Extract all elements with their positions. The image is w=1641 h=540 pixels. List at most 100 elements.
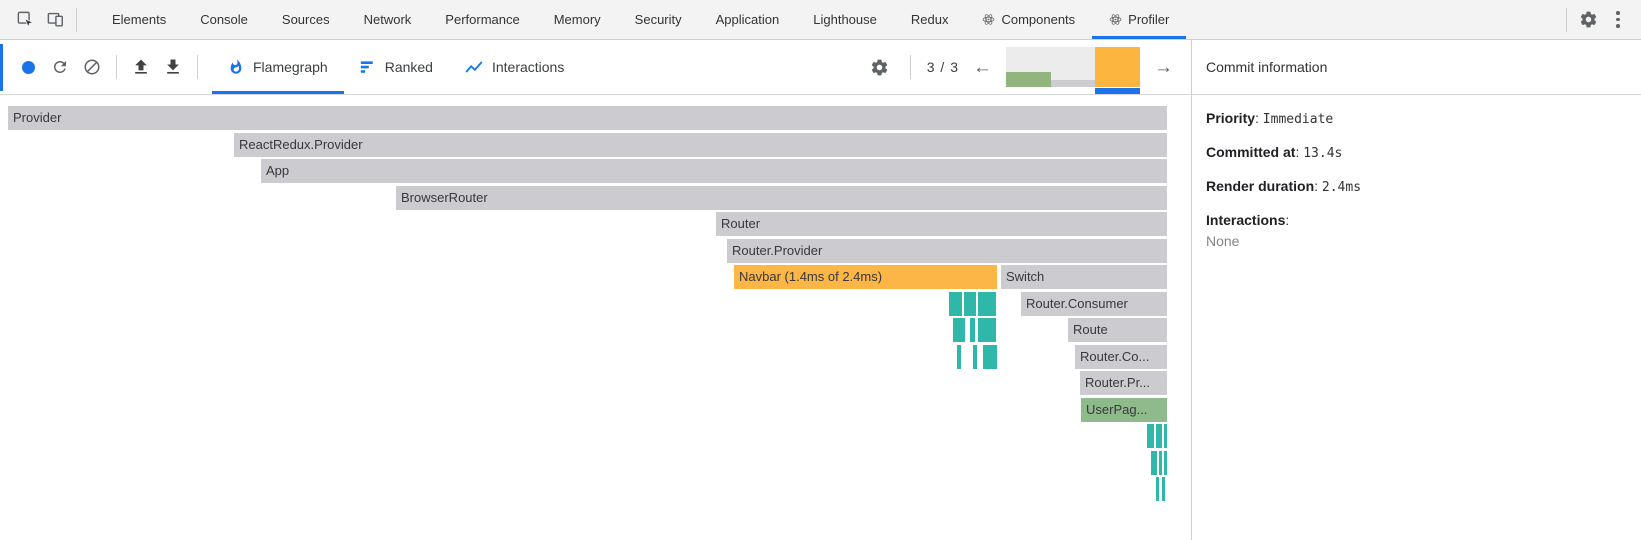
flame-bar-segment[interactable] — [1159, 451, 1162, 475]
field-value: 2.4ms — [1321, 180, 1362, 195]
import-profile-icon[interactable] — [127, 53, 155, 81]
flame-bar-reactredux-provider[interactable]: ReactRedux.Provider — [234, 133, 1167, 157]
ranked-icon — [360, 60, 376, 74]
flame-bar-segment[interactable] — [1162, 477, 1165, 501]
profiler-settings-gear-icon[interactable] — [866, 53, 894, 81]
tab-label: Console — [200, 12, 248, 27]
commit-field-render-duration: Render duration: 2.4ms — [1206, 178, 1627, 195]
view-tab-interactions[interactable]: Interactions — [449, 40, 580, 94]
flame-bar-segment[interactable] — [978, 292, 996, 316]
flame-bar-segment[interactable] — [964, 292, 976, 316]
flame-bar-navbar-1-4ms-of-2-4ms[interactable]: Navbar (1.4ms of 2.4ms) — [734, 265, 997, 289]
flame-bar-segment[interactable] — [1156, 424, 1162, 448]
field-label: Priority — [1206, 110, 1256, 126]
flame-bar-switch[interactable]: Switch — [1001, 265, 1167, 289]
devtools-tab-bar: Elements Console Sources Network Performance… — [0, 0, 1641, 40]
devtools-settings-gear-icon[interactable] — [1573, 5, 1603, 35]
flame-bar-segment[interactable] — [1164, 451, 1167, 475]
record-icon — [21, 60, 35, 74]
flame-bar-userpag[interactable]: UserPag... — [1081, 398, 1167, 422]
interactions-icon — [465, 60, 483, 74]
tab-memory[interactable]: Memory — [537, 0, 618, 39]
react-atom-icon — [982, 13, 995, 26]
tab-label: Sources — [281, 12, 330, 27]
flame-bar-segment[interactable] — [1151, 451, 1157, 475]
flame-bar-segment[interactable] — [973, 345, 977, 369]
devtools-content: Flamegraph Ranked Interactions 3 / 3 ← → P… — [0, 40, 1641, 540]
profiler-view-tabs: Flamegraph Ranked Interactions — [212, 40, 580, 94]
tab-elements[interactable]: Elements — [95, 0, 183, 39]
flame-bar-router[interactable]: Router — [716, 212, 1167, 236]
more-options-kebab-icon[interactable] — [1603, 5, 1633, 35]
clear-profiling-data-icon[interactable] — [78, 53, 106, 81]
next-commit-arrow-icon[interactable]: → — [1150, 56, 1177, 79]
divider — [197, 55, 198, 79]
tab-label: Elements — [112, 12, 167, 27]
tab-performance[interactable]: Performance — [428, 0, 536, 39]
previous-commit-arrow-icon[interactable]: ← — [969, 56, 996, 79]
flame-bar-segment[interactable] — [953, 318, 965, 342]
flame-bar-segment[interactable] — [949, 292, 962, 316]
flame-bar-route[interactable]: Route — [1068, 318, 1167, 342]
flame-bar-segment[interactable] — [978, 318, 996, 342]
tab-profiler[interactable]: Profiler — [1092, 0, 1186, 39]
flame-bar-provider[interactable]: Provider — [8, 106, 1167, 130]
field-colon: : — [1255, 110, 1263, 126]
flame-bar-segment[interactable] — [983, 345, 997, 369]
commit-selector[interactable] — [1006, 47, 1141, 94]
flame-bar-segment[interactable] — [1156, 477, 1159, 501]
flame-bar-browserrouter[interactable]: BrowserRouter — [396, 186, 1167, 210]
field-label: Interactions — [1206, 212, 1286, 228]
flame-icon — [228, 59, 244, 75]
tab-console[interactable]: Console — [183, 0, 265, 39]
commit-bar-gray[interactable] — [1050, 79, 1096, 87]
interactions-none-value: None — [1206, 233, 1240, 249]
tab-bar-right-tools — [1560, 0, 1641, 39]
reload-and-profile-icon[interactable] — [46, 53, 74, 81]
tab-label: Lighthouse — [813, 12, 877, 27]
flame-bar-router-pr[interactable]: Router.Pr... — [1080, 371, 1167, 395]
tab-label: Application — [715, 12, 780, 27]
commit-field-priority: Priority: Immediate — [1206, 110, 1627, 127]
flame-bar-router-consumer[interactable]: Router.Consumer — [1021, 292, 1167, 316]
commit-field-interactions: Interactions: None — [1206, 212, 1627, 249]
tab-label: Network — [363, 12, 412, 27]
react-atom-icon — [1109, 13, 1122, 26]
export-profile-icon[interactable] — [159, 53, 187, 81]
tab-security[interactable]: Security — [618, 0, 699, 39]
tab-network[interactable]: Network — [347, 0, 429, 39]
commit-bar-orange-selected[interactable] — [1095, 47, 1141, 94]
tab-bar-left-tools — [0, 0, 83, 39]
view-tab-flamegraph[interactable]: Flamegraph — [212, 40, 344, 94]
commit-info-body: Priority: Immediate Committed at: 13.4s Re… — [1192, 95, 1641, 281]
profiler-left-pane: Flamegraph Ranked Interactions 3 / 3 ← → P… — [0, 40, 1192, 540]
field-value: Immediate — [1262, 112, 1334, 127]
tab-label: Redux — [910, 12, 949, 27]
field-value: 13.4s — [1303, 146, 1343, 161]
flamegraph-chart: Provider ReactRedux.Provider App BrowserRou… — [0, 95, 1191, 540]
commit-info-title: Commit information — [1206, 59, 1328, 75]
tab-sources[interactable]: Sources — [265, 0, 347, 39]
view-tab-ranked[interactable]: Ranked — [344, 40, 449, 94]
flame-bar-router-provider[interactable]: Router.Provider — [727, 239, 1167, 263]
flame-bar-app[interactable]: App — [261, 159, 1167, 183]
tab-lighthouse[interactable]: Lighthouse — [796, 0, 894, 39]
commit-bar-green[interactable] — [1006, 71, 1051, 87]
commit-counter: 3 / 3 — [926, 59, 959, 75]
tab-redux[interactable]: Redux — [894, 0, 966, 39]
record-button[interactable] — [14, 53, 42, 81]
tab-components[interactable]: Components — [965, 0, 1092, 39]
tab-application[interactable]: Application — [699, 0, 797, 39]
device-toolbar-icon[interactable] — [40, 5, 70, 35]
tab-label: Security — [634, 12, 682, 27]
flame-bar-segment[interactable] — [1147, 424, 1154, 448]
tab-label: Performance — [445, 12, 520, 27]
flame-bar-segment[interactable] — [957, 345, 961, 369]
flame-bar-router-co[interactable]: Router.Co... — [1075, 345, 1167, 369]
profiler-controls — [0, 40, 204, 94]
flame-bar-segment[interactable] — [970, 318, 975, 342]
inspect-element-icon[interactable] — [10, 5, 40, 35]
field-colon: : — [1295, 144, 1304, 160]
flame-bar-segment[interactable] — [1164, 424, 1167, 448]
